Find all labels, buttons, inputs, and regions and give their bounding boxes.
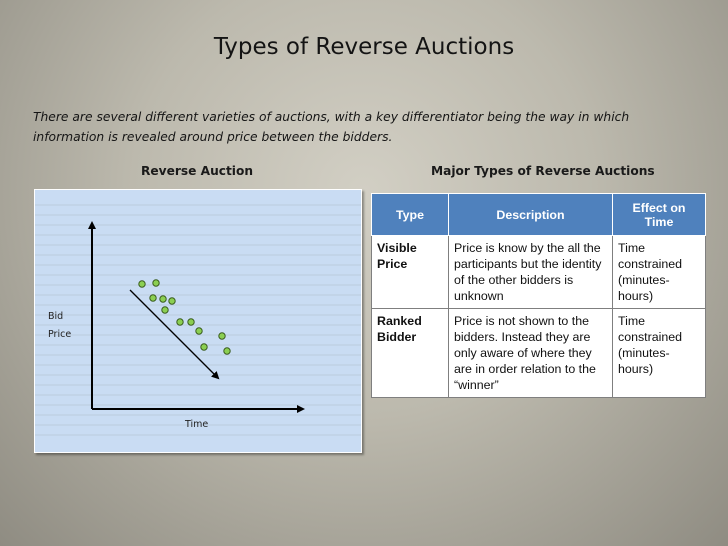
bid-marker (138, 280, 146, 288)
column-header-effect: Effect on Time (612, 193, 706, 236)
table-header-row: Type Description Effect on Time (371, 193, 706, 236)
bid-marker (159, 295, 167, 303)
table-row: Visible Price Price is know by the all t… (371, 235, 706, 309)
x-axis-label: Time (185, 419, 209, 430)
reverse-auction-heading: Reverse Auction (141, 164, 254, 178)
diagram-canvas (35, 204, 361, 436)
description-cell: Price is not shown to the bidders. Inste… (448, 308, 613, 398)
reverse-auction-diagram: Bid Price Time (34, 189, 362, 453)
effect-cell: Time constrained (minutes-hours) (612, 235, 706, 309)
bid-marker (223, 347, 231, 355)
background-lines (35, 204, 361, 436)
type-cell: Visible Price (371, 235, 449, 309)
bid-marker (187, 318, 195, 326)
major-types-heading: Major Types of Reverse Auctions (431, 164, 655, 178)
bid-marker (152, 279, 160, 287)
column-header-description: Description (448, 193, 613, 236)
bid-marker (161, 306, 169, 314)
slide-title: Types of Reverse Auctions (213, 34, 515, 60)
y-axis-label-bid: Bid (48, 311, 64, 322)
bid-marker (200, 343, 208, 351)
bid-markers (138, 279, 231, 355)
auction-types-table: Type Description Effect on Time Visible … (371, 193, 706, 398)
bid-marker (176, 318, 184, 326)
type-cell: Ranked Bidder (371, 308, 449, 398)
bid-marker (218, 332, 226, 340)
price-trend-arrow (129, 289, 220, 380)
bid-marker (149, 294, 157, 302)
effect-cell: Time constrained (minutes-hours) (612, 308, 706, 398)
intro-text: There are several different varieties of… (33, 110, 630, 144)
y-axis-label-price: Price (48, 329, 72, 340)
description-cell: Price is know by the all the participant… (448, 235, 613, 309)
table-row: Ranked Bidder Price is not shown to the … (371, 308, 706, 398)
bid-marker (168, 297, 176, 305)
column-header-type: Type (371, 193, 449, 236)
bid-marker (195, 327, 203, 335)
